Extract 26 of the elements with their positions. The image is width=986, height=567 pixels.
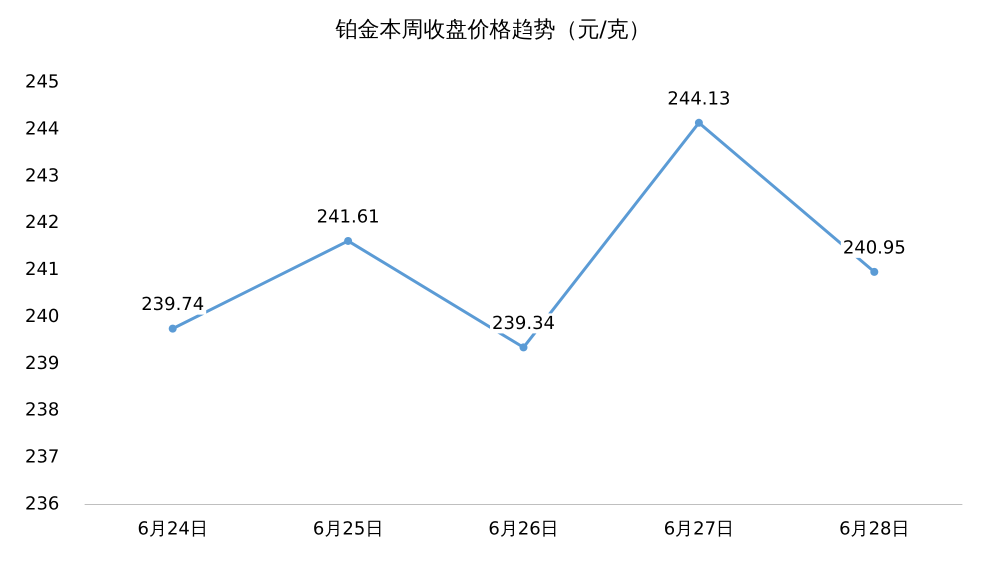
y-tick-label: 239 (25, 352, 60, 374)
y-tick-label: 236 (25, 494, 60, 514)
data-label: 244.13 (667, 88, 730, 110)
x-tick-label: 6月25日 (312, 518, 384, 540)
y-tick-label: 241 (25, 259, 60, 280)
data-label: 239.34 (492, 312, 555, 334)
point (168, 324, 177, 333)
y-tick-label: 238 (25, 400, 60, 421)
point (694, 118, 703, 127)
point (344, 236, 352, 245)
point (520, 343, 528, 352)
y-tick-label: 242 (25, 212, 60, 234)
y-tick-label: 244 (25, 118, 60, 140)
data-label: 241.61 (316, 206, 380, 228)
point (870, 268, 878, 276)
y-tick-label: 240 (25, 306, 60, 327)
data-label: 239.74 (141, 294, 204, 316)
y-tick-label: 245 (25, 72, 60, 92)
x-tick-label: 6月28日 (839, 518, 910, 540)
x-tick-label: 6月27日 (664, 518, 734, 540)
x-tick-label: 6月24日 (138, 518, 208, 540)
y-tick-label: 237 (25, 446, 60, 468)
data-label: 240.95 (842, 237, 906, 258)
x-tick-label: 6月26日 (488, 518, 559, 540)
y-tick-label: 243 (25, 165, 60, 186)
chart-title: 铂金本周收盘价格趋势（元/克） (334, 18, 651, 42)
